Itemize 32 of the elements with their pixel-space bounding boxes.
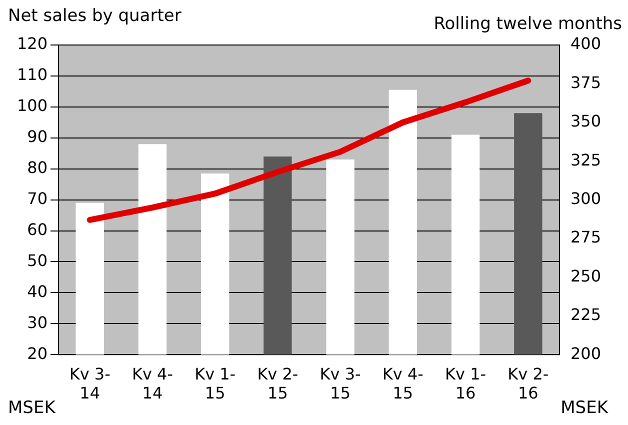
y-tick-label: 30 <box>27 312 48 332</box>
y-tick-label: 40 <box>27 282 48 301</box>
x-tick-label: Kv 1-16 <box>445 364 486 403</box>
y2-tick-label: 250 <box>570 266 602 286</box>
text: MSEK <box>8 398 56 418</box>
y-tick-label: 80 <box>27 158 48 177</box>
y2-tick-label: 275 <box>570 228 602 247</box>
y2-tick-label: 225 <box>570 305 602 324</box>
y-tick-label: 20 <box>27 344 48 363</box>
y2-tick-label: 325 <box>570 150 602 170</box>
y2-tick-label: 350 <box>570 112 602 131</box>
y2-axis-title: Rolling twelve months <box>434 14 622 34</box>
y-tick-label: 120 <box>16 34 48 54</box>
x-tick-label: Kv 2-15 <box>257 364 298 403</box>
x-tick-label: Kv 2-16 <box>508 364 549 403</box>
x-tick-label: Kv 4-14 <box>132 364 173 403</box>
y2-tick-label: 400 <box>570 34 602 54</box>
y-tick-label: 90 <box>27 127 48 146</box>
x-tick-label: Kv 3-14 <box>69 364 110 403</box>
text: MSEK <box>560 398 608 418</box>
x-tick-label: Kv 1-15 <box>194 364 236 403</box>
y2-tick-label: 200 <box>570 344 602 363</box>
y-tick-label: 70 <box>27 188 48 208</box>
x-tick-label: Kv 4-15 <box>382 364 424 403</box>
x-tick-label: Kv 3-15 <box>320 364 361 403</box>
y2-tick-label: 300 <box>570 188 602 208</box>
y-tick-label: 100 <box>16 96 48 116</box>
y2-tick-label: 375 <box>570 72 602 92</box>
y-tick-label: 60 <box>27 220 48 239</box>
y-tick-label: 50 <box>27 250 48 270</box>
y-tick-label: 110 <box>16 65 48 84</box>
y-axis-title: Net sales by quarter <box>8 6 182 26</box>
